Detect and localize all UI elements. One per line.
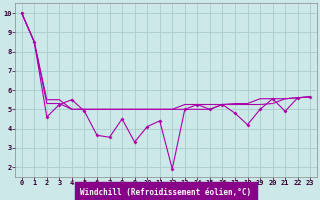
X-axis label: Windchill (Refroidissement éolien,°C): Windchill (Refroidissement éolien,°C) xyxy=(80,188,252,197)
